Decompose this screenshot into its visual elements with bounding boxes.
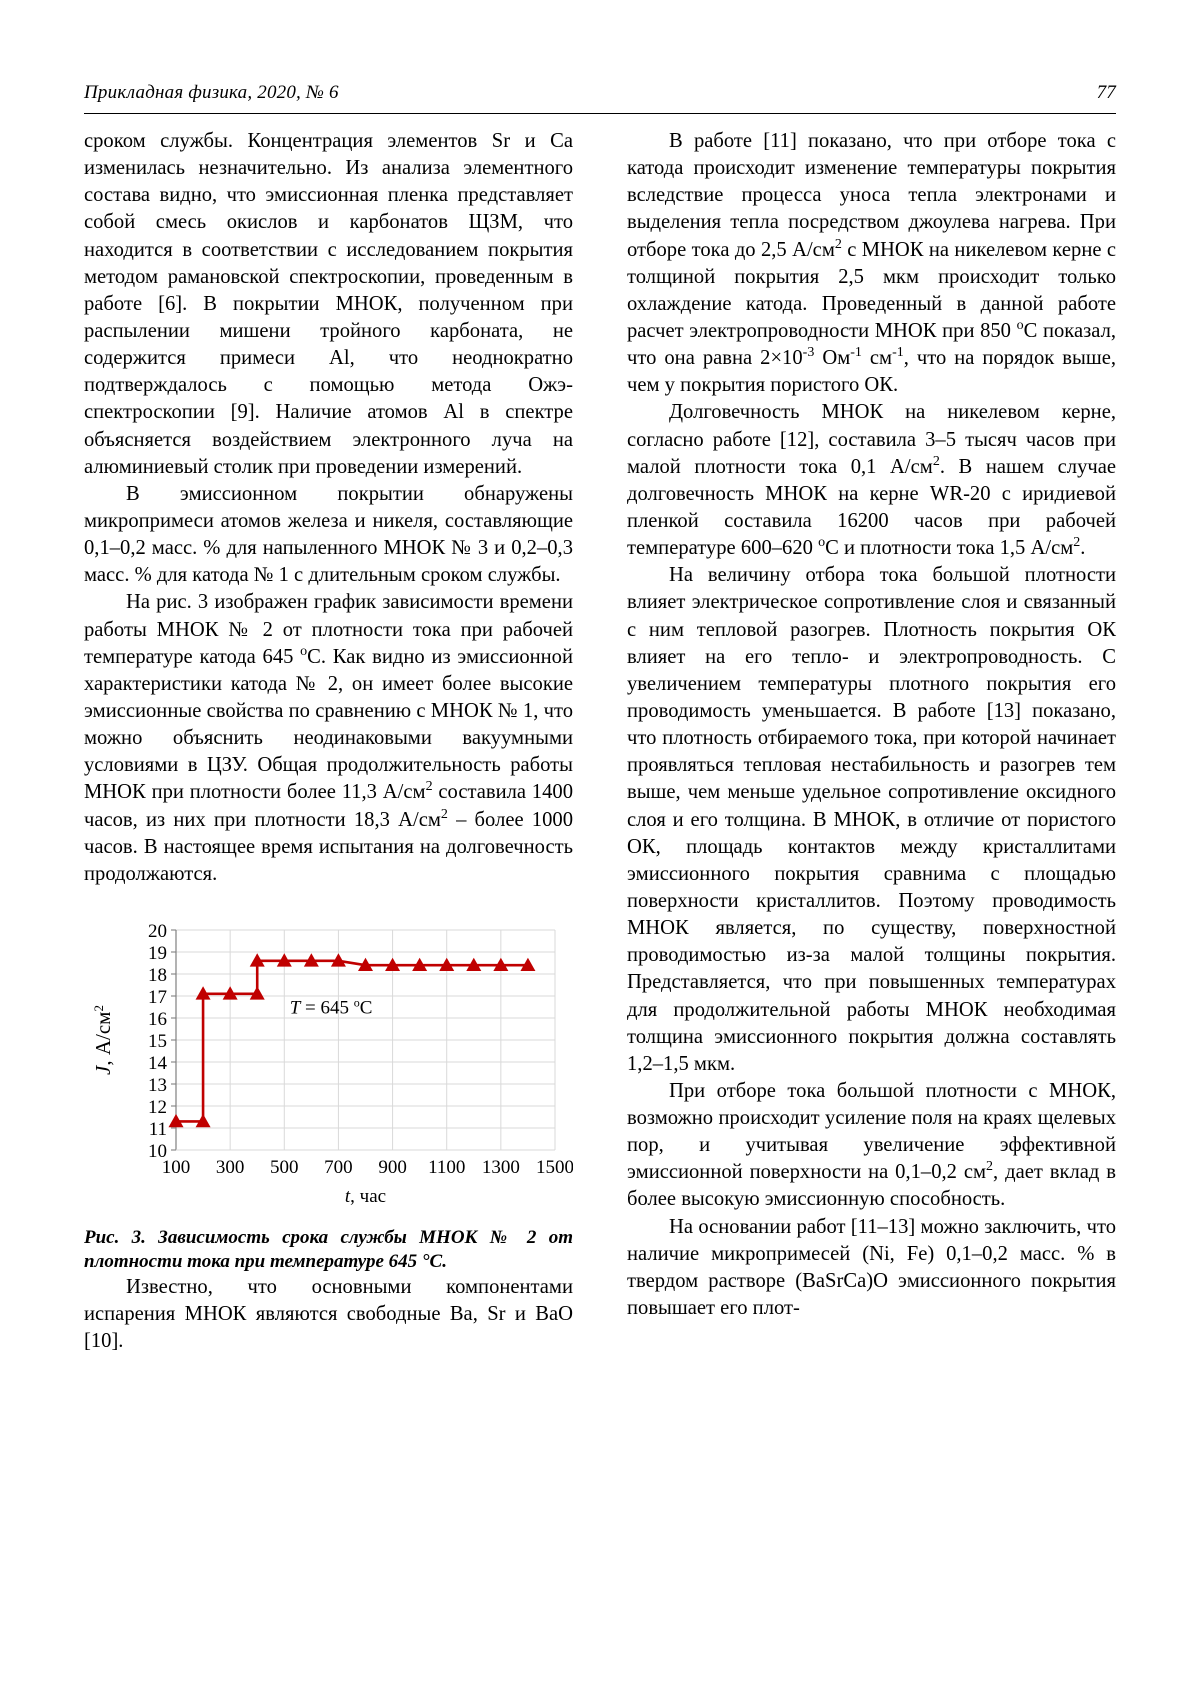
paragraph-left-1: сроком службы. Концентрация элементов Sr… xyxy=(84,128,573,481)
svg-text:13: 13 xyxy=(148,1075,167,1096)
svg-text:12: 12 xyxy=(148,1097,167,1118)
svg-text:17: 17 xyxy=(148,987,167,1008)
figure-3: 1011121314151617181920100300500700900110… xyxy=(84,912,573,1274)
svg-text:14: 14 xyxy=(148,1053,168,1074)
right-column: В работе [11] показано, что при отборе т… xyxy=(627,128,1116,1322)
svg-text:300: 300 xyxy=(216,1157,245,1178)
svg-text:100: 100 xyxy=(162,1157,191,1178)
paragraph-right-3: На величину отбора тока большой плотност… xyxy=(627,562,1116,1078)
svg-text:1100: 1100 xyxy=(428,1157,465,1178)
svg-text:700: 700 xyxy=(324,1157,353,1178)
two-column-body: сроком службы. Концентрация элементов Sr… xyxy=(84,128,1116,1355)
svg-text:19: 19 xyxy=(148,943,167,964)
svg-text:18: 18 xyxy=(148,965,167,986)
svg-text:900: 900 xyxy=(378,1157,407,1178)
journal-title: Прикладная физика, 2020, № 6 xyxy=(84,82,339,104)
page-number: 77 xyxy=(1097,82,1116,104)
paragraph-left-4: Известно, что основными компонентами исп… xyxy=(84,1274,573,1355)
paragraph-right-1: В работе [11] показано, что при отборе т… xyxy=(627,128,1116,399)
svg-text:1500: 1500 xyxy=(536,1157,573,1178)
header-rule xyxy=(84,113,1116,114)
chart-container: 1011121314151617181920100300500700900110… xyxy=(84,912,573,1212)
paragraph-left-3: На рис. 3 изображен график зависимости в… xyxy=(84,589,573,888)
left-column: сроком службы. Концентрация элементов Sr… xyxy=(84,128,573,1355)
svg-text:15: 15 xyxy=(148,1031,167,1052)
svg-text:20: 20 xyxy=(148,921,167,942)
running-head: Прикладная физика, 2020, № 6 77 xyxy=(84,82,1116,113)
svg-text:11: 11 xyxy=(149,1119,167,1140)
paragraph-right-4: При отборе тока большой плотности с МНОК… xyxy=(627,1078,1116,1214)
svg-text:T = 645 oC: T = 645 oC xyxy=(290,996,373,1019)
figure-caption: Рис. 3. Зависимость срока службы МНОК № … xyxy=(84,1226,573,1274)
svg-text:t, час: t, час xyxy=(345,1186,386,1207)
paragraph-left-2: В эмиссионном покрытии обнаружены микроп… xyxy=(84,481,573,590)
document-page: Прикладная физика, 2020, № 6 77 сроком с… xyxy=(0,0,1200,1698)
paragraph-right-2: Долговечность МНОК на никелевом керне, с… xyxy=(627,399,1116,562)
svg-text:1300: 1300 xyxy=(482,1157,520,1178)
svg-text:500: 500 xyxy=(270,1157,299,1178)
svg-text:16: 16 xyxy=(148,1009,167,1030)
paragraph-right-5: На основании работ [11–13] можно заключи… xyxy=(627,1214,1116,1323)
line-chart: 1011121314151617181920100300500700900110… xyxy=(84,912,573,1212)
svg-text:J, А/см2: J, А/см2 xyxy=(91,1005,116,1075)
